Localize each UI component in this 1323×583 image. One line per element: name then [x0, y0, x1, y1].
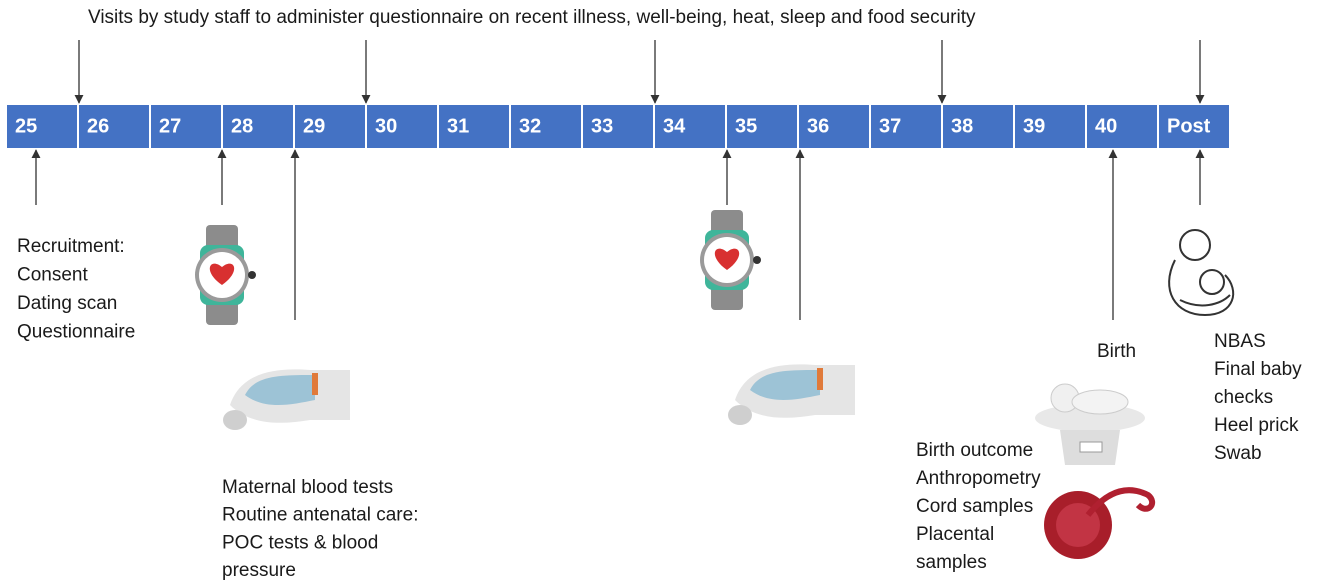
- week-label: 29: [303, 115, 325, 137]
- annotation-line: Birth outcome: [916, 440, 1033, 461]
- annotation-line: Consent: [17, 265, 88, 286]
- blood-test-icon: [728, 364, 855, 425]
- week-label: 30: [375, 115, 397, 137]
- week-label: 26: [87, 115, 109, 137]
- birth-annotation: Birth: [1097, 341, 1136, 362]
- annotation-line: pressure: [222, 560, 296, 581]
- postnatal-annotation: NBAS Final baby checks Heel prick Swab: [1214, 331, 1302, 464]
- week-label: 37: [879, 115, 901, 137]
- recruitment-annotation: Recruitment: Consent Dating scan Questionna…: [17, 236, 135, 343]
- annotation-line: Questionnaire: [17, 322, 135, 343]
- diagram: Visits by study staff to administer ques…: [0, 0, 1323, 583]
- annotation-line: samples: [916, 552, 987, 573]
- mother-baby-icon: [1169, 230, 1233, 315]
- week-label: 31: [447, 115, 469, 137]
- annotation-line: Placental: [916, 524, 994, 545]
- week-label: 40: [1095, 115, 1117, 137]
- watch-icon: [700, 210, 761, 310]
- week-label: 36: [807, 115, 829, 137]
- annotation-line: Swab: [1214, 443, 1262, 464]
- week-label: 28: [231, 115, 253, 137]
- week-label: 25: [15, 115, 37, 137]
- annotation-line: Heel prick: [1214, 415, 1299, 436]
- annotation-line: checks: [1214, 387, 1273, 408]
- annotation-line: POC tests & blood: [222, 532, 378, 553]
- placenta-icon: [1044, 490, 1152, 559]
- week-label: 38: [951, 115, 973, 137]
- birth-outcome-annotation: Birth outcome Anthropometry Cord samples Pl…: [916, 440, 1041, 573]
- header-title: Visits by study staff to administer ques…: [88, 7, 976, 28]
- blood-annotation: Maternal blood tests Routine antenatal ca…: [222, 477, 418, 581]
- week-label: 32: [519, 115, 541, 137]
- blood-test-icon: [223, 369, 350, 430]
- annotation-line: Cord samples: [916, 496, 1033, 517]
- week-label: 34: [663, 115, 686, 137]
- annotation-line: Maternal blood tests: [222, 477, 393, 498]
- week-label: 39: [1023, 115, 1045, 137]
- scale-icon: [1035, 384, 1145, 465]
- annotation-line: Anthropometry: [916, 468, 1041, 489]
- week-label: 35: [735, 115, 757, 137]
- week-label: 33: [591, 115, 613, 137]
- annotation-line: Dating scan: [17, 293, 117, 314]
- week-label: 27: [159, 115, 181, 137]
- timeline: 25 26 27 28 29 30 31 32 33 34 35 36 37 38 39 40 Post: [7, 105, 1229, 148]
- watch-icon: [195, 225, 256, 325]
- week-label: Post: [1167, 115, 1211, 137]
- annotation-line: Birth: [1097, 341, 1136, 362]
- annotation-line: NBAS: [1214, 331, 1266, 352]
- annotation-line: Recruitment:: [17, 236, 125, 257]
- annotation-line: Final baby: [1214, 359, 1302, 380]
- annotation-line: Routine antenatal care:: [222, 505, 418, 526]
